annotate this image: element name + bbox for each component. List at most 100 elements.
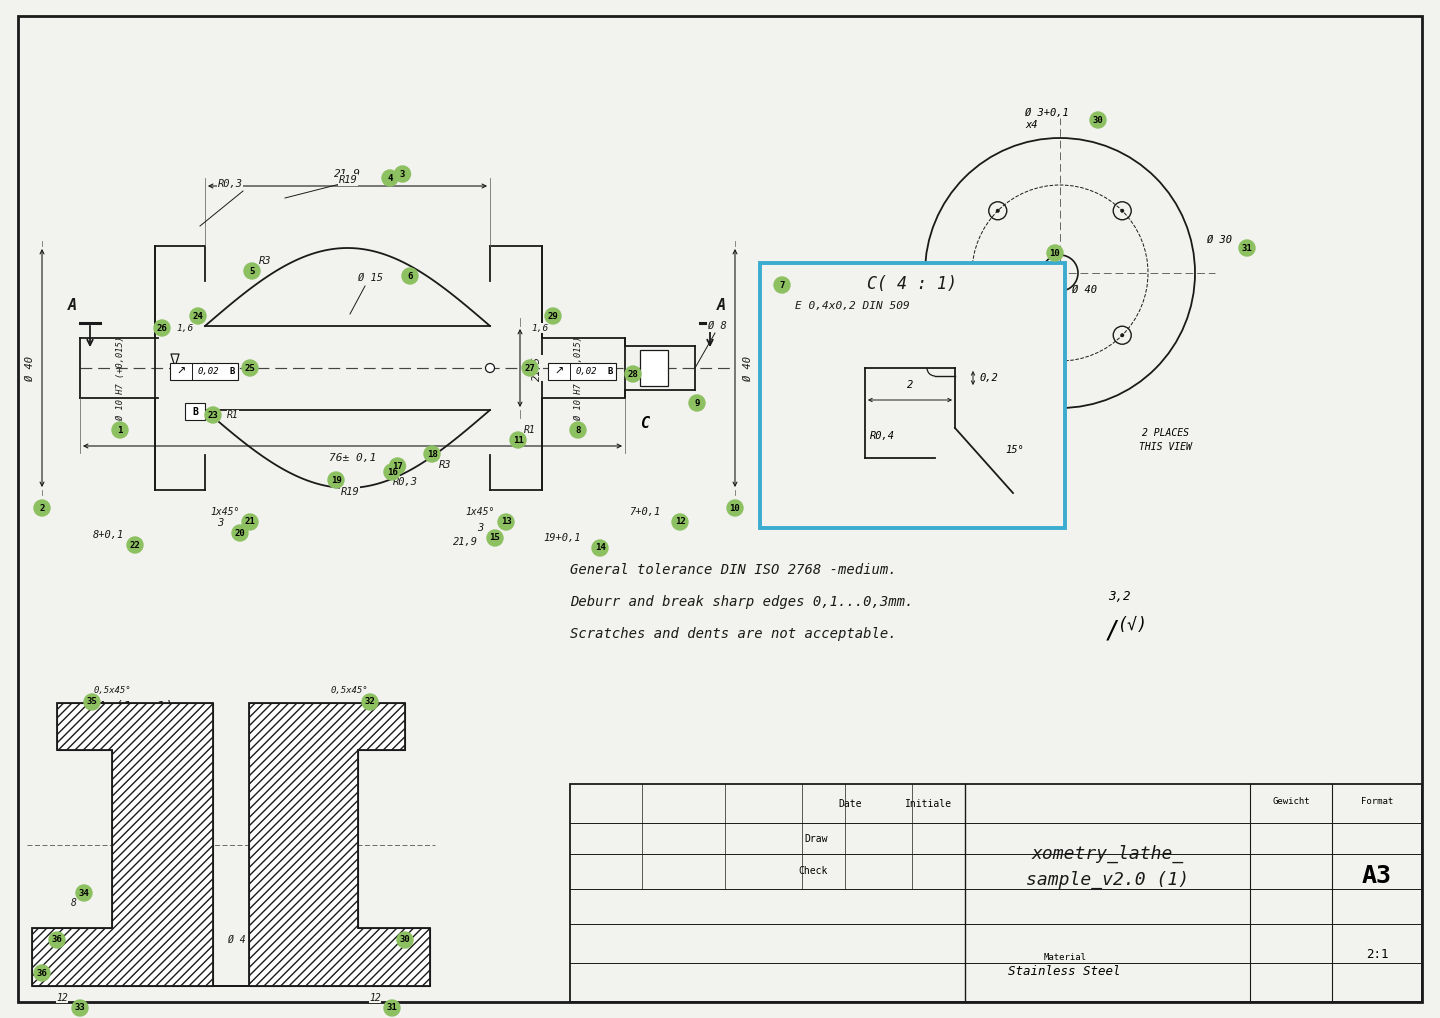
Text: 17: 17: [392, 461, 403, 470]
Text: Ø 4: Ø 4: [228, 935, 246, 945]
Text: 14: 14: [595, 544, 605, 553]
Text: 3: 3: [477, 523, 484, 533]
Text: Check: Check: [799, 866, 828, 876]
Text: 18: 18: [426, 450, 438, 458]
Text: 12: 12: [56, 993, 68, 1003]
Text: 31: 31: [1241, 243, 1253, 252]
Text: 2:1: 2:1: [1365, 948, 1388, 961]
Text: A: A: [717, 298, 726, 313]
Text: 30: 30: [400, 936, 410, 945]
Circle shape: [384, 1000, 400, 1016]
Text: 0,2: 0,2: [981, 373, 999, 383]
Circle shape: [423, 446, 441, 462]
Text: 5: 5: [249, 267, 255, 276]
Text: Ø 10 H7 (+0,015): Ø 10 H7 (+0,015): [573, 336, 583, 420]
Text: 25: 25: [245, 363, 255, 373]
Circle shape: [672, 514, 688, 530]
Text: 21,9: 21,9: [334, 169, 361, 179]
Text: Ø 40: Ø 40: [1071, 285, 1097, 295]
Text: 0,02: 0,02: [575, 367, 596, 376]
Text: 9: 9: [694, 398, 700, 407]
Text: Deburr and break sharp edges 0,1...0,3mm.: Deburr and break sharp edges 0,1...0,3mm…: [570, 595, 913, 609]
Text: Stainless Steel: Stainless Steel: [1008, 965, 1120, 977]
Text: R0,3: R0,3: [393, 477, 418, 487]
Text: Date: Date: [838, 798, 861, 808]
Text: Format: Format: [1361, 796, 1392, 805]
Circle shape: [112, 422, 128, 438]
Text: R19: R19: [341, 487, 360, 497]
Text: 29: 29: [547, 312, 559, 321]
Text: Ø 10 H7 (+0,015): Ø 10 H7 (+0,015): [115, 336, 124, 420]
Text: 12: 12: [674, 517, 685, 526]
Text: A–A (1 : 1): A–A (1 : 1): [82, 699, 174, 713]
Text: 35: 35: [86, 697, 98, 706]
Text: Initiale: Initiale: [904, 798, 952, 808]
Circle shape: [1238, 240, 1256, 256]
Circle shape: [384, 464, 400, 480]
Circle shape: [592, 540, 608, 556]
Circle shape: [544, 308, 562, 324]
Text: Ø 8: Ø 8: [707, 321, 726, 331]
Text: Ø 40: Ø 40: [24, 355, 35, 381]
Text: Material: Material: [1043, 953, 1086, 962]
Text: 32: 32: [364, 697, 376, 706]
Circle shape: [190, 308, 206, 324]
Text: 3: 3: [400, 170, 405, 178]
Text: 1: 1: [117, 426, 122, 435]
Text: R19: R19: [338, 175, 357, 185]
Text: B: B: [229, 367, 235, 376]
Text: 0,5x45°: 0,5x45°: [330, 685, 369, 694]
Text: 19: 19: [331, 475, 341, 485]
Text: 1x45°: 1x45°: [210, 507, 239, 517]
Text: Ø 40: Ø 40: [743, 355, 753, 381]
Text: 21: 21: [245, 517, 255, 526]
Circle shape: [389, 458, 406, 474]
Text: 1x45°: 1x45°: [465, 507, 495, 517]
Text: 8+0,1: 8+0,1: [92, 530, 124, 540]
Text: E 0,4x0,2 DIN 509: E 0,4x0,2 DIN 509: [795, 301, 910, 312]
Text: 15: 15: [490, 533, 500, 543]
Text: C: C: [639, 416, 649, 431]
Text: 1,6: 1,6: [531, 324, 549, 333]
Text: A3: A3: [1362, 863, 1392, 888]
Bar: [639, 350, 668, 386]
Circle shape: [1120, 333, 1125, 337]
Circle shape: [72, 1000, 88, 1016]
Circle shape: [510, 432, 526, 448]
Bar: [170, 363, 238, 380]
Circle shape: [775, 277, 791, 293]
Text: 0,5x45°: 0,5x45°: [94, 685, 131, 694]
Text: 21,5: 21,5: [531, 355, 541, 381]
Circle shape: [521, 360, 539, 376]
Text: Gewicht: Gewicht: [1272, 796, 1310, 805]
Text: x4: x4: [1025, 120, 1037, 130]
Text: 26: 26: [157, 324, 167, 333]
Text: R0,3: R0,3: [217, 179, 242, 189]
Circle shape: [242, 360, 258, 376]
Text: C( 4 : 1): C( 4 : 1): [867, 275, 958, 293]
Circle shape: [498, 514, 514, 530]
Circle shape: [1090, 112, 1106, 128]
Text: 21,9: 21,9: [452, 538, 478, 547]
Text: Ø 3+0,1: Ø 3+0,1: [1025, 108, 1068, 118]
Text: 76± 0,1: 76± 0,1: [328, 453, 376, 463]
Text: 31: 31: [386, 1004, 397, 1013]
Text: R1: R1: [524, 425, 536, 435]
Text: R3: R3: [439, 460, 451, 470]
Text: 27: 27: [524, 363, 536, 373]
Polygon shape: [249, 703, 431, 986]
Circle shape: [361, 694, 377, 710]
Circle shape: [1047, 245, 1063, 261]
Circle shape: [625, 366, 641, 382]
Circle shape: [232, 525, 248, 541]
Bar: [549, 363, 616, 380]
Text: 3: 3: [217, 518, 223, 528]
Circle shape: [76, 885, 92, 901]
Circle shape: [395, 166, 410, 182]
Text: 36: 36: [36, 968, 48, 977]
Text: THIS VIEW: THIS VIEW: [1139, 442, 1191, 452]
Text: 10: 10: [1050, 248, 1060, 258]
Text: ↗: ↗: [176, 366, 186, 377]
Circle shape: [242, 514, 258, 530]
Text: 2: 2: [39, 504, 45, 512]
